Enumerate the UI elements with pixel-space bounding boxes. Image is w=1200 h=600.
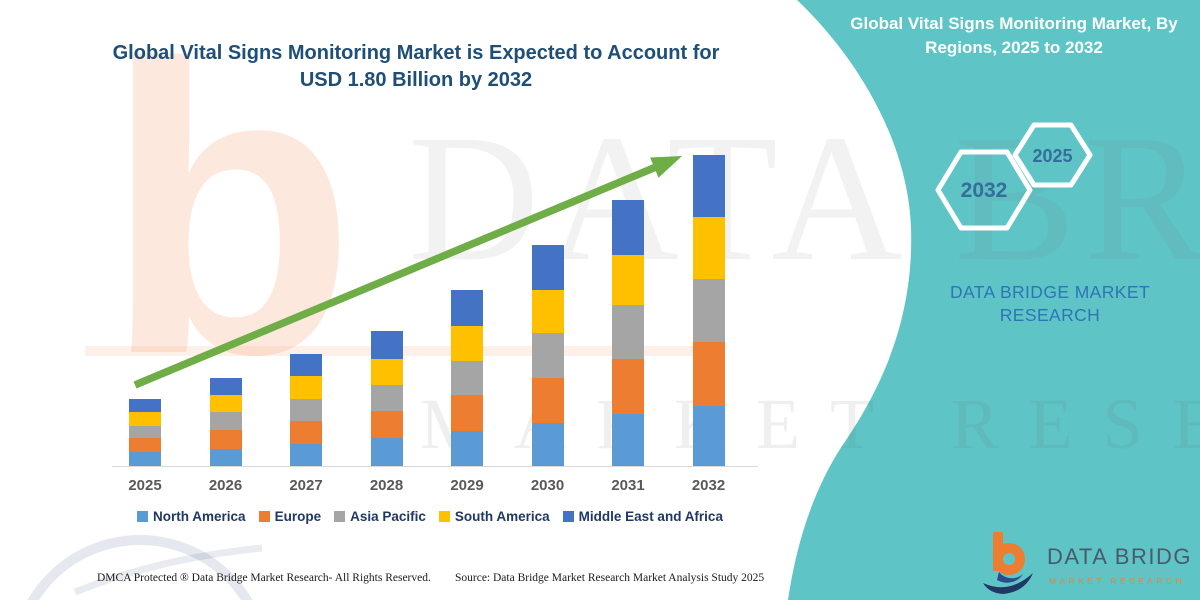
bar-segment-europe [290, 421, 322, 444]
x-axis-label-2027: 2027 [289, 477, 323, 494]
logo-swoosh-icon [983, 573, 1033, 594]
bar-segment-middle-east-and-africa [612, 199, 644, 256]
bar-segment-middle-east-and-africa [370, 331, 403, 359]
legend-item-middle-east-and-africa: Middle East and Africa [562, 509, 723, 524]
x-axis-label-2025: 2025 [128, 477, 162, 494]
legend-item-europe: Europe [258, 509, 322, 524]
brand-wordmark: DATA BRIDGE MARKET RESEARCH [915, 281, 1185, 327]
chart-title-line1: Global Vital Signs Monitoring Market is … [112, 42, 720, 64]
bar-segment-middle-east-and-africa [129, 398, 161, 413]
hexagon-year-2032: 2032 [960, 179, 1008, 202]
bar-segment-middle-east-and-africa [692, 154, 725, 218]
bar-segment-north-america [451, 431, 483, 466]
bar-segment-middle-east-and-africa [531, 244, 564, 290]
legend-item-asia-pacific: Asia Pacific [334, 509, 426, 524]
x-axis-label-2029: 2029 [450, 477, 484, 494]
hexagon-year-2025: 2025 [1032, 146, 1073, 166]
bar-segment-middle-east-and-africa [451, 289, 483, 327]
legend-swatch-icon [334, 511, 346, 522]
x-axis-label-2028: 2028 [369, 477, 404, 494]
bar-segment-south-america [209, 395, 242, 413]
bar-segment-europe [129, 438, 161, 453]
legend-swatch-icon [562, 511, 574, 522]
x-axis-line [112, 466, 758, 467]
bar-segment-south-america [692, 217, 725, 280]
x-axis-label-2030: 2030 [530, 477, 565, 494]
chart-title: Global Vital Signs Monitoring Market is … [108, 40, 724, 94]
legend-swatch-icon [438, 511, 450, 522]
bar-segment-north-america [692, 405, 725, 466]
hexagons-graphic [935, 122, 1093, 231]
bar-segment-north-america [129, 452, 161, 466]
bar-segment-north-america [209, 448, 242, 466]
legend-item-south-america: South America [438, 509, 550, 524]
legend-label: Asia Pacific [350, 509, 426, 524]
bar-segment-middle-east-and-africa [290, 353, 322, 377]
legend-swatch-icon [258, 511, 270, 522]
bar-segment-asia-pacific [290, 398, 322, 422]
bar-segment-north-america [290, 443, 322, 466]
side-panel-title: Global Vital Signs Monitoring Market, By… [850, 14, 1178, 57]
legend-item-north-america: North America [137, 509, 246, 524]
bar-segment-north-america [531, 422, 564, 466]
legend-swatch-icon [137, 511, 149, 522]
bar-segment-asia-pacific [612, 305, 644, 359]
bar-segment-asia-pacific [209, 412, 242, 430]
logo-d-icon [997, 572, 1023, 583]
logo-b-bowl-icon [993, 543, 1025, 575]
data-bridge-logo: DATA BRIDGE MARKET RESEARCH [983, 532, 1190, 594]
bar-segment-south-america [531, 289, 564, 333]
legend-label: South America [454, 509, 550, 524]
bar-segment-europe [692, 341, 725, 406]
bar-segment-south-america [370, 358, 403, 385]
hexagon-large-icon [935, 149, 1033, 231]
bar-segment-europe [531, 377, 564, 423]
legend-label: Europe [274, 509, 322, 524]
bar-segment-europe [612, 358, 644, 415]
brand-line2: RESEARCH [999, 304, 1101, 325]
x-axis-label-2032: 2032 [691, 477, 726, 494]
x-axis-label-2026: 2026 [208, 477, 243, 494]
bar-segment-south-america [451, 326, 483, 361]
chart-title-line2: USD 1.80 Billion by 2032 [299, 69, 533, 91]
source-note: Source: Data Bridge Market Research Mark… [455, 572, 765, 584]
legend-label: North America [153, 509, 246, 524]
bar-segment-north-america [612, 414, 644, 466]
legend-label: Middle East and Africa [578, 509, 723, 524]
bar-segment-asia-pacific [692, 279, 725, 342]
dmca-notice: DMCA Protected ® Data Bridge Market Rese… [97, 572, 431, 584]
side-panel-shape [788, 0, 1200, 600]
bar-segment-asia-pacific [129, 426, 161, 439]
logo-subtitle-text: MARKET RESEARCH [1049, 576, 1185, 586]
hexagon-small-icon [1012, 122, 1093, 188]
bar-segment-europe [451, 395, 483, 432]
bar-segment-south-america [612, 255, 644, 306]
bar-segment-asia-pacific [370, 384, 403, 411]
bar-segment-asia-pacific [451, 360, 483, 396]
bar-segment-north-america [370, 438, 403, 466]
bar-segment-europe [370, 410, 403, 439]
bar-segment-asia-pacific [531, 332, 564, 378]
bar-segment-south-america [290, 376, 322, 399]
brand-line1: DATA BRIDGE MARKET [949, 282, 1151, 302]
chart-legend: North America Europe Asia Pacific South Ame… [100, 509, 760, 524]
x-axis-label-2031: 2031 [611, 477, 645, 494]
bar-segment-south-america [129, 412, 161, 427]
bar-segment-europe [209, 429, 242, 449]
logo-name-text: DATA BRIDGE [1047, 544, 1190, 569]
bar-segment-middle-east-and-africa [209, 377, 242, 396]
